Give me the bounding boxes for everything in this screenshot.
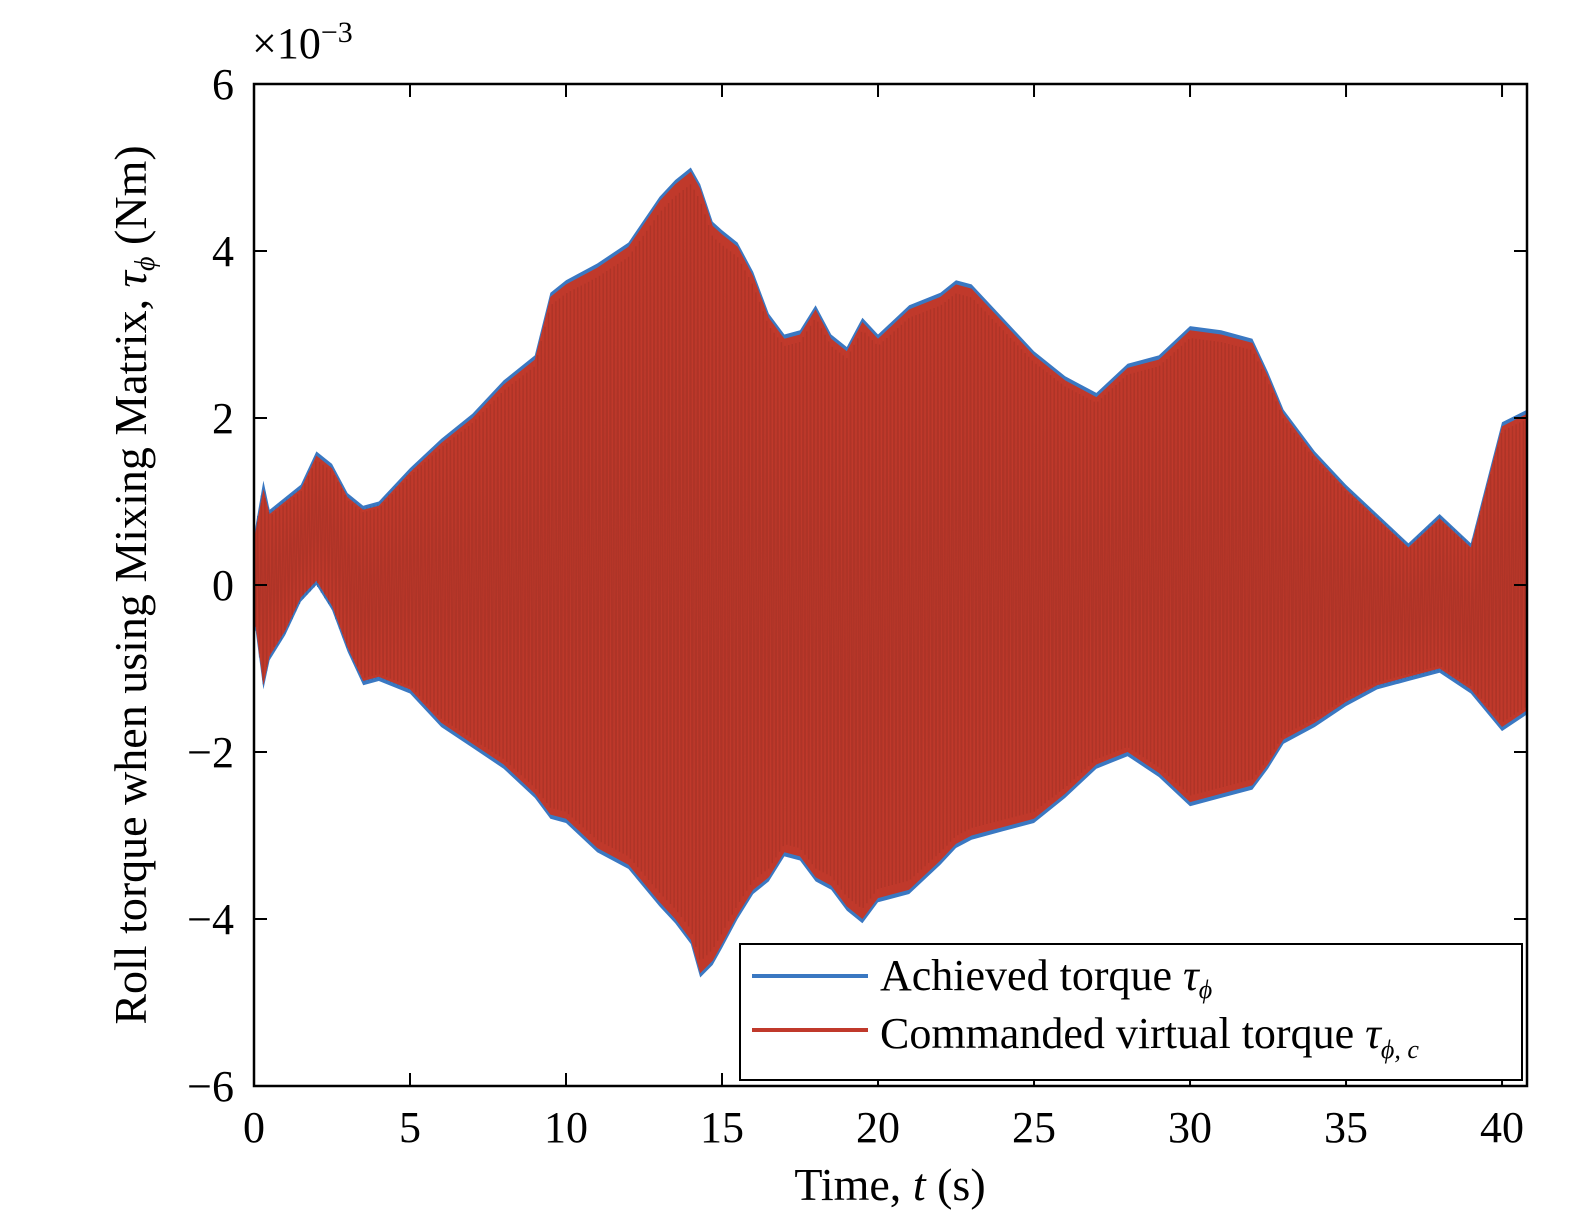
- x-tick-label: 30: [1168, 1103, 1212, 1152]
- y-tick-label: 0: [212, 561, 234, 610]
- x-axis-label: Time, t (s): [794, 1159, 985, 1210]
- legend-box: [739, 943, 1523, 1081]
- y-tick-label: −2: [187, 728, 234, 777]
- x-axis-variable: t: [913, 1159, 927, 1210]
- tick-layer: 0 5 10 15 20 25 30 35 40 −6 −4 −2 0 2 4 6: [187, 60, 1527, 1152]
- y-multiplier-exponent: −3: [321, 16, 353, 49]
- legend-label-commanded: Commanded virtual torque τϕ, c: [880, 1009, 1419, 1064]
- y-axis-variable-subscript: ϕ: [130, 256, 161, 271]
- x-tick-label: 0: [243, 1103, 265, 1152]
- y-tick-label: 2: [212, 394, 234, 443]
- x-tick-label: 35: [1324, 1103, 1368, 1152]
- y-axis-label: Roll torque when using Mixing Matrix, τϕ…: [105, 145, 161, 1024]
- series-commanded: [254, 171, 1527, 974]
- x-tick-label: 40: [1480, 1103, 1524, 1152]
- legend: Achieved torque τϕ Commanded virtual tor…: [739, 943, 1523, 1081]
- y-tick-label: −4: [187, 895, 234, 944]
- y-tick-label: 4: [212, 227, 234, 276]
- x-tick-label: 25: [1012, 1103, 1056, 1152]
- x-tick-label: 15: [700, 1103, 744, 1152]
- y-multiplier: ×10−3: [252, 16, 353, 68]
- series-commanded-line: [254, 184, 1527, 960]
- y-tick-label: 6: [212, 60, 234, 109]
- x-tick-label: 5: [399, 1103, 421, 1152]
- series-layer: [254, 167, 1527, 978]
- legend-label-achieved: Achieved torque τϕ: [880, 951, 1212, 1004]
- x-tick-label: 20: [856, 1103, 900, 1152]
- x-tick-label: 10: [544, 1103, 588, 1152]
- y-tick-label: −6: [187, 1062, 234, 1111]
- y-axis-variable: τ: [105, 269, 156, 287]
